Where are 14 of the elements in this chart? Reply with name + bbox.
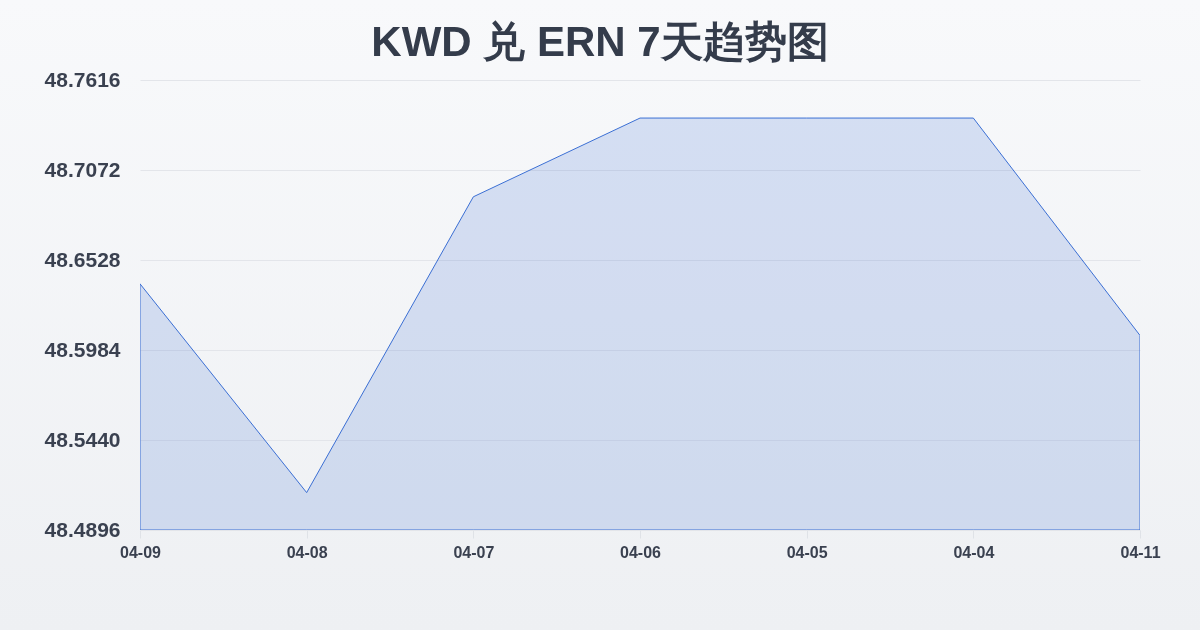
- x-tick-label: 04-04: [953, 543, 995, 561]
- x-tick-label: 04-09: [120, 543, 162, 561]
- y-tick-label: 48.4896: [44, 517, 121, 541]
- y-tick-label: 48.6528: [44, 247, 121, 271]
- x-tick-label: 04-08: [286, 543, 328, 561]
- y-tick-label: 48.5440: [44, 427, 121, 451]
- x-tick-label: 04-11: [1120, 543, 1161, 561]
- y-tick-label: 48.7072: [44, 157, 121, 181]
- y-tick-label: 48.5984: [44, 337, 121, 361]
- chart-title: KWD 兑 ERN 7天趋势图: [371, 18, 829, 65]
- y-tick-label: 48.7616: [44, 67, 121, 91]
- x-tick-label: 04-06: [620, 543, 662, 561]
- x-tick-label: 04-05: [786, 543, 828, 561]
- x-tick-label: 04-07: [453, 543, 495, 561]
